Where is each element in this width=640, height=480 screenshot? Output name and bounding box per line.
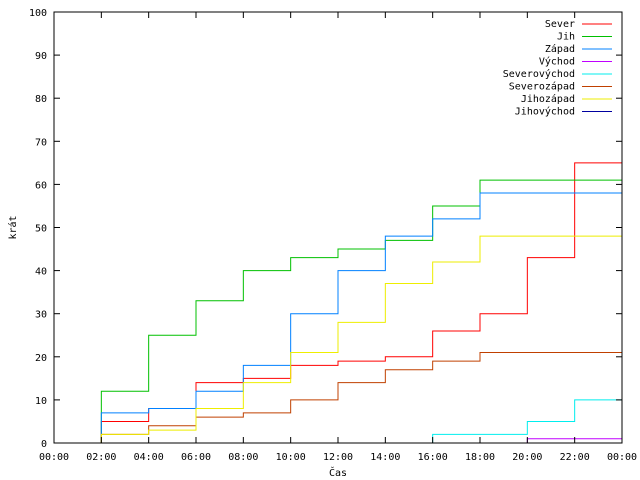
legend-label: Severovýchod (503, 68, 575, 80)
y-tick-label: 90 (35, 51, 47, 62)
legend: Sever JihZápadVýchodSeverovýchodSeverozáp… (503, 19, 612, 118)
x-tick-label: 12:00 (323, 452, 353, 463)
y-axis-title: krát (7, 215, 19, 239)
x-tick-label: 04:00 (134, 452, 164, 463)
y-tick-label: 60 (35, 180, 47, 191)
ticks-layer: 0 10 20 30 40 50 60 70 80 90 100 00:00 02:00 04:00 06:… (29, 8, 637, 463)
legend-label: Sever (545, 19, 575, 30)
x-tick-label: 02:00 (86, 452, 116, 463)
legend-label: Východ (539, 56, 575, 68)
x-tick-label: 10:00 (276, 452, 306, 463)
y-tick-label: 20 (35, 353, 47, 364)
x-tick-label: 00:00 (39, 452, 69, 463)
x-tick-label: 08:00 (228, 452, 258, 463)
series-layer (54, 85, 623, 444)
x-tick-label: 20:00 (512, 452, 542, 463)
series-line-5 (54, 351, 622, 444)
y-tick-label: 10 (35, 396, 47, 407)
legend-label: Jih (557, 32, 575, 43)
x-tick-label: 22:00 (560, 452, 590, 463)
y-tick-label: 50 (35, 224, 47, 235)
y-tick-label: 40 (35, 267, 47, 278)
y-tick-label: 30 (35, 310, 47, 321)
x-tick-label: 00:00 (607, 452, 637, 463)
series-line-6 (54, 235, 622, 444)
legend-label: Jihovýchod (515, 106, 575, 118)
x-axis-title: Čas (329, 466, 347, 479)
y-tick-label: 80 (35, 94, 47, 105)
y-tick-label: 100 (29, 8, 47, 19)
x-tick-label: 16:00 (418, 452, 448, 463)
series-line-2 (54, 192, 622, 444)
x-tick-label: 18:00 (465, 452, 495, 463)
y-tick-label: 70 (35, 137, 47, 148)
legend-label: Jihozápad (521, 93, 575, 105)
legend-label: Severozápad (509, 81, 575, 93)
y-tick-label: 0 (41, 439, 47, 450)
legend-label: Západ (545, 43, 575, 55)
x-tick-label: 06:00 (181, 452, 211, 463)
x-tick-label: 14:00 (370, 452, 400, 463)
